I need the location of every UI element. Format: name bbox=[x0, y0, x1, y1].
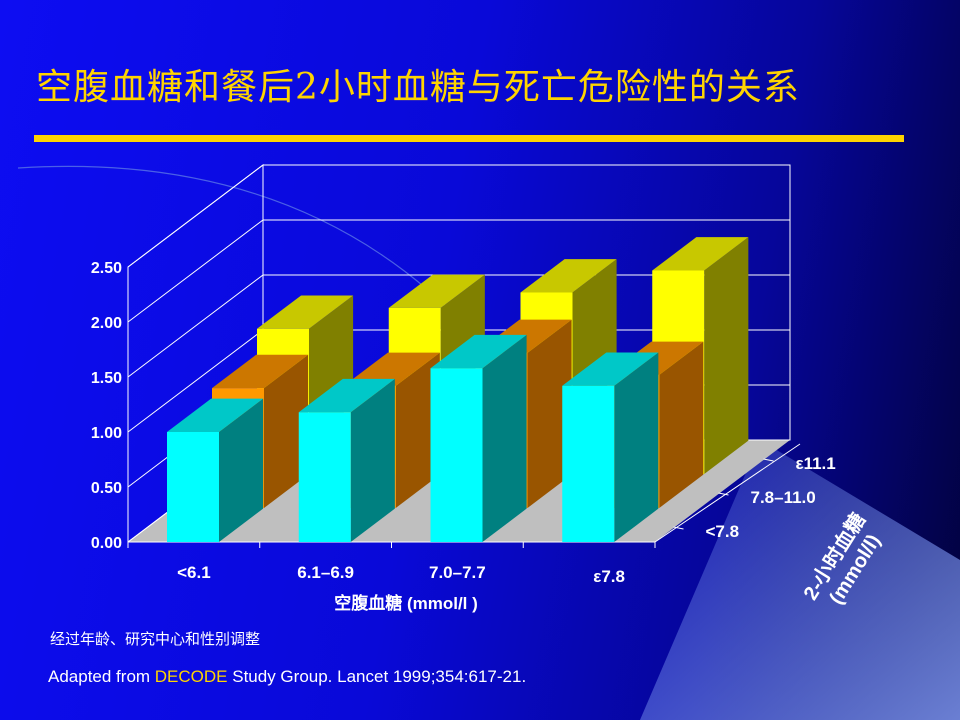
bar-side bbox=[264, 354, 309, 508]
source-citation: Adapted from DECODE Study Group. Lancet … bbox=[48, 667, 526, 687]
bar-side bbox=[704, 237, 749, 474]
z-tick bbox=[718, 492, 729, 496]
bar-top bbox=[562, 352, 659, 386]
bar-top bbox=[520, 259, 617, 293]
bar bbox=[298, 412, 351, 542]
y-tick-label: 1.00 bbox=[91, 425, 122, 442]
series-label: ε11.1 bbox=[796, 454, 836, 473]
bar bbox=[430, 368, 483, 542]
y-tick-label: 0.00 bbox=[91, 535, 122, 552]
background-beam bbox=[640, 440, 960, 720]
bar-side bbox=[482, 334, 527, 542]
footnote: 经过年龄、研究中心和性别调整 bbox=[50, 630, 261, 648]
x-tick-label: 6.1–6.9 bbox=[297, 563, 354, 582]
bar-top bbox=[430, 334, 527, 369]
z-tick bbox=[673, 526, 684, 530]
bar-top bbox=[257, 295, 354, 329]
bar-side bbox=[659, 341, 704, 508]
bar-side bbox=[219, 398, 264, 542]
gridline bbox=[127, 219, 790, 323]
source-suffix: Study Group. Lancet 1999;354:617-21. bbox=[227, 667, 527, 686]
slide-title: 空腹血糖和餐后2小时血糖与死亡危险性的关系 bbox=[36, 67, 800, 108]
x-tick-label: ε7.8 bbox=[593, 567, 625, 586]
bar-top bbox=[343, 352, 440, 386]
bar bbox=[562, 385, 615, 542]
title-rule bbox=[34, 135, 904, 142]
series-label: 7.8–11.0 bbox=[751, 488, 816, 507]
bar bbox=[167, 432, 219, 542]
y-tick-label: 2.50 bbox=[91, 260, 122, 277]
bar-top bbox=[388, 274, 485, 308]
bar-side bbox=[614, 352, 659, 542]
z-tick bbox=[763, 458, 774, 462]
bar-side bbox=[527, 319, 572, 508]
x-tick-label: <6.1 bbox=[177, 563, 211, 582]
x-axis-title: 空腹血糖 (mmol/l ) bbox=[334, 593, 478, 613]
x-tick-label: 7.0–7.7 bbox=[429, 563, 486, 582]
bar-top bbox=[298, 378, 395, 413]
series-label: <7.8 bbox=[706, 522, 740, 541]
y-tick-label: 2.00 bbox=[91, 315, 122, 332]
bar-top bbox=[167, 398, 264, 432]
z-axis-line bbox=[654, 443, 801, 543]
bar-side bbox=[395, 352, 440, 508]
bar-top bbox=[652, 237, 749, 271]
source-highlight: DECODE bbox=[154, 667, 228, 686]
bar-top bbox=[212, 354, 309, 389]
gridline bbox=[127, 164, 790, 268]
y-tick-label: 1.50 bbox=[91, 370, 122, 387]
bar-side bbox=[350, 378, 395, 542]
y-tick-label: 0.50 bbox=[91, 480, 122, 497]
source-prefix: Adapted from bbox=[48, 667, 155, 686]
